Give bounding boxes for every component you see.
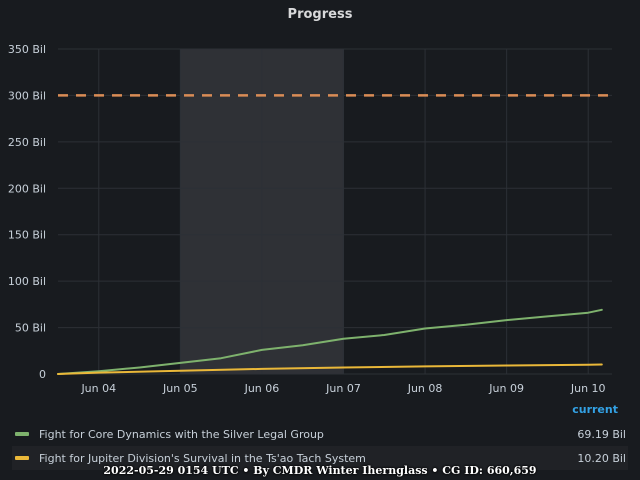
legend-item-jupiter-division[interactable]: Fight for Jupiter Division's Survival in…	[12, 446, 628, 470]
x-tick-label: Jun 05	[162, 382, 198, 395]
legend-item-core-dynamics[interactable]: Fight for Core Dynamics with the Silver …	[12, 422, 628, 446]
progress-chart: 0 50 Bil 100 Bil 150 Bil 200 Bil 250 Bil 300 B…	[8, 43, 612, 395]
legend-series-current: 69.19 Bil	[577, 427, 626, 441]
x-tick-label: Jun 04	[80, 382, 116, 395]
y-tick-label: 150 Bil	[8, 229, 46, 242]
legend-swatch	[15, 432, 29, 436]
y-tick-label: 250 Bil	[8, 136, 46, 149]
x-tick-label: Jun 06	[244, 382, 280, 395]
y-tick-label: 100 Bil	[8, 275, 46, 288]
y-tick-label: 300 Bil	[8, 89, 46, 102]
legend-series-name: Fight for Core Dynamics with the Silver …	[39, 427, 324, 441]
legend-swatch	[15, 456, 29, 460]
x-tick-label: Jun 09	[488, 382, 524, 395]
series-line-1	[57, 363, 603, 375]
y-tick-label: 0	[39, 368, 46, 381]
x-tick-label: Jun 08	[407, 382, 443, 395]
panel-title: Progress	[287, 7, 353, 22]
footer-caption: 2022-05-29 0154 UTC • By CMDR Winter Ihe…	[103, 464, 537, 477]
y-tick-label: 50 Bil	[15, 322, 46, 335]
legend-series-name: Fight for Jupiter Division's Survival in…	[39, 451, 366, 465]
x-tick-label: Jun 10	[570, 382, 606, 395]
legend-header-current[interactable]: current	[572, 403, 618, 416]
series-line-0	[57, 308, 603, 375]
y-tick-label: 350 Bil	[8, 43, 46, 56]
y-tick-label: 200 Bil	[8, 182, 46, 195]
legend-series-current: 10.20 Bil	[577, 451, 626, 465]
x-tick-label: Jun 07	[325, 382, 361, 395]
